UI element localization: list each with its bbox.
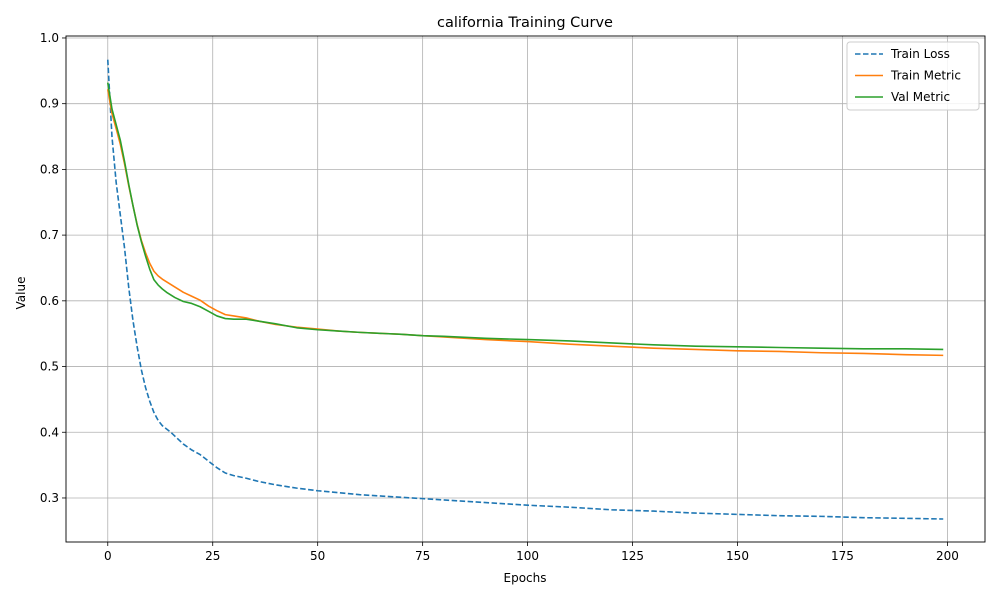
x-tick-label: 200 xyxy=(936,549,959,563)
grid xyxy=(66,36,985,542)
y-tick-label: 0.9 xyxy=(40,97,59,111)
x-tick-label: 100 xyxy=(516,549,539,563)
x-tick-label: 50 xyxy=(310,549,325,563)
legend-label: Val Metric xyxy=(891,90,950,104)
x-tick-label: 125 xyxy=(621,549,644,563)
axis-ticks: 0 25 50 75 100 125 150 175 200 0.3 0.4 0.5 0.6 0.7 0.8… xyxy=(40,31,959,563)
y-tick-label: 1.0 xyxy=(40,31,59,45)
x-axis-label: Epochs xyxy=(504,571,547,585)
x-tick-label: 25 xyxy=(205,549,220,563)
y-tick-label: 0.7 xyxy=(40,228,59,242)
x-tick-label: 75 xyxy=(415,549,430,563)
x-tick-label: 175 xyxy=(831,549,854,563)
y-tick-label: 0.4 xyxy=(40,425,59,439)
series-line-train-loss xyxy=(106,59,944,520)
legend-label: Train Loss xyxy=(890,47,950,61)
plot-frame xyxy=(65,35,986,543)
y-tick-label: 0.5 xyxy=(40,360,59,374)
y-tick-label: 0.6 xyxy=(40,294,59,308)
x-tick-label: 150 xyxy=(726,549,749,563)
series-lines xyxy=(106,59,944,520)
legend-box xyxy=(846,41,980,111)
series-line-val-metric xyxy=(106,82,944,351)
x-tick-label: 0 xyxy=(104,549,112,563)
y-tick-label: 0.3 xyxy=(40,491,59,505)
y-axis-label: Value xyxy=(14,277,28,310)
chart-title: california Training Curve xyxy=(437,15,613,31)
y-tick-label: 0.8 xyxy=(40,162,59,176)
legend-label: Train Metric xyxy=(890,69,961,83)
legend: Train Loss Train Metric Val Metric xyxy=(846,41,980,111)
